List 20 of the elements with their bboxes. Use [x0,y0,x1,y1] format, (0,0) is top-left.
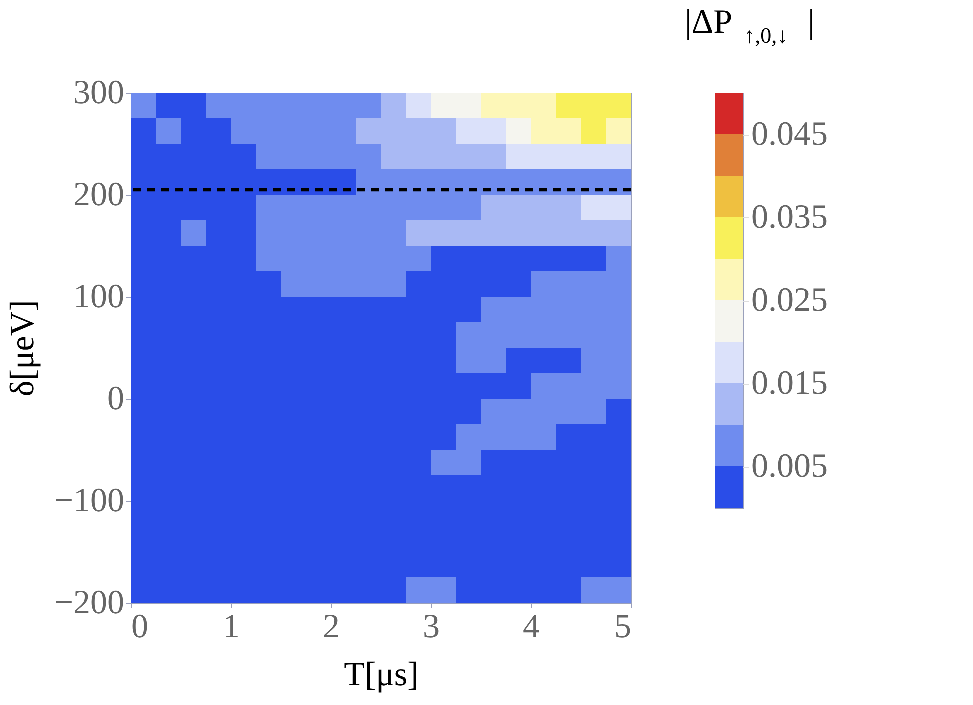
color-bar-label: 0.005 [752,448,828,485]
y-tick-label: 300 [74,74,124,112]
y-tick-label: 100 [74,278,124,316]
y-tick-label: 200 [74,176,124,214]
x-tick-label: 5 [614,608,632,646]
color-bar-label: 0.035 [752,199,828,236]
x-tick-label: 2 [323,608,340,646]
y-tick-label: −100 [54,482,124,520]
color-bar-label: 0.015 [752,365,828,402]
x-tick-label: 4 [523,608,540,646]
y-tick-label: −200 [54,584,124,622]
x-tick-label: 3 [423,608,440,646]
y-axis-title: δ[μeV] [4,300,42,397]
x-tick-label: 0 [132,608,148,646]
y-tick-label: 0 [108,380,124,418]
color-bar-label: 0.025 [752,282,828,319]
x-axis-title: T[μs] [344,656,419,694]
color-bar-label: 0.045 [752,116,828,153]
color-bar-title: |ΔP↑,0,↓| [685,4,815,48]
x-tick-label: 1 [223,608,240,646]
